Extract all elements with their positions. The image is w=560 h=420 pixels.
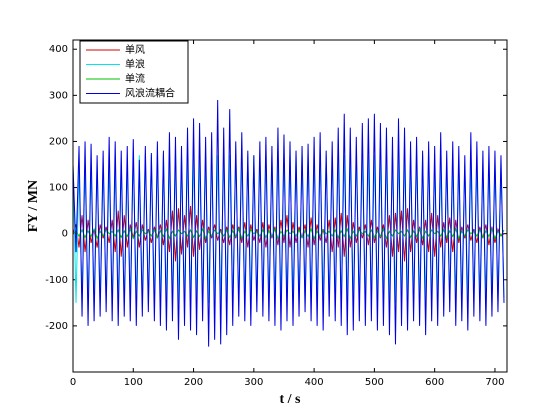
x-tick-label: 300 bbox=[244, 377, 263, 388]
x-tick-label: 700 bbox=[485, 377, 504, 388]
x-tick-label: 0 bbox=[70, 377, 76, 388]
plot-frame bbox=[72, 39, 508, 373]
y-tick-label: 400 bbox=[49, 44, 68, 55]
y-tick-label: 200 bbox=[49, 136, 68, 147]
y-tick-label: -100 bbox=[45, 275, 68, 286]
legend-label: 单浪 bbox=[125, 58, 145, 71]
series-line bbox=[73, 99, 505, 347]
y-axis-label: FY / MN bbox=[26, 180, 41, 232]
x-axis-label: t / s bbox=[280, 392, 302, 407]
legend-label: 单风 bbox=[125, 44, 145, 56]
x-tick-label: 600 bbox=[425, 377, 444, 388]
y-tick-label: -200 bbox=[45, 321, 68, 332]
y-tick-label: 300 bbox=[49, 90, 68, 101]
y-tick-label: 100 bbox=[49, 183, 68, 194]
legend-box bbox=[79, 40, 189, 104]
legend-label: 单流 bbox=[125, 72, 145, 85]
x-tick-label: 400 bbox=[305, 377, 324, 388]
y-tick-label: 0 bbox=[62, 229, 68, 240]
x-tick-label: 100 bbox=[124, 377, 143, 388]
legend-label: 风浪流耦合 bbox=[125, 87, 175, 100]
x-tick-label: 500 bbox=[365, 377, 384, 388]
x-tick-label: 200 bbox=[184, 377, 203, 388]
